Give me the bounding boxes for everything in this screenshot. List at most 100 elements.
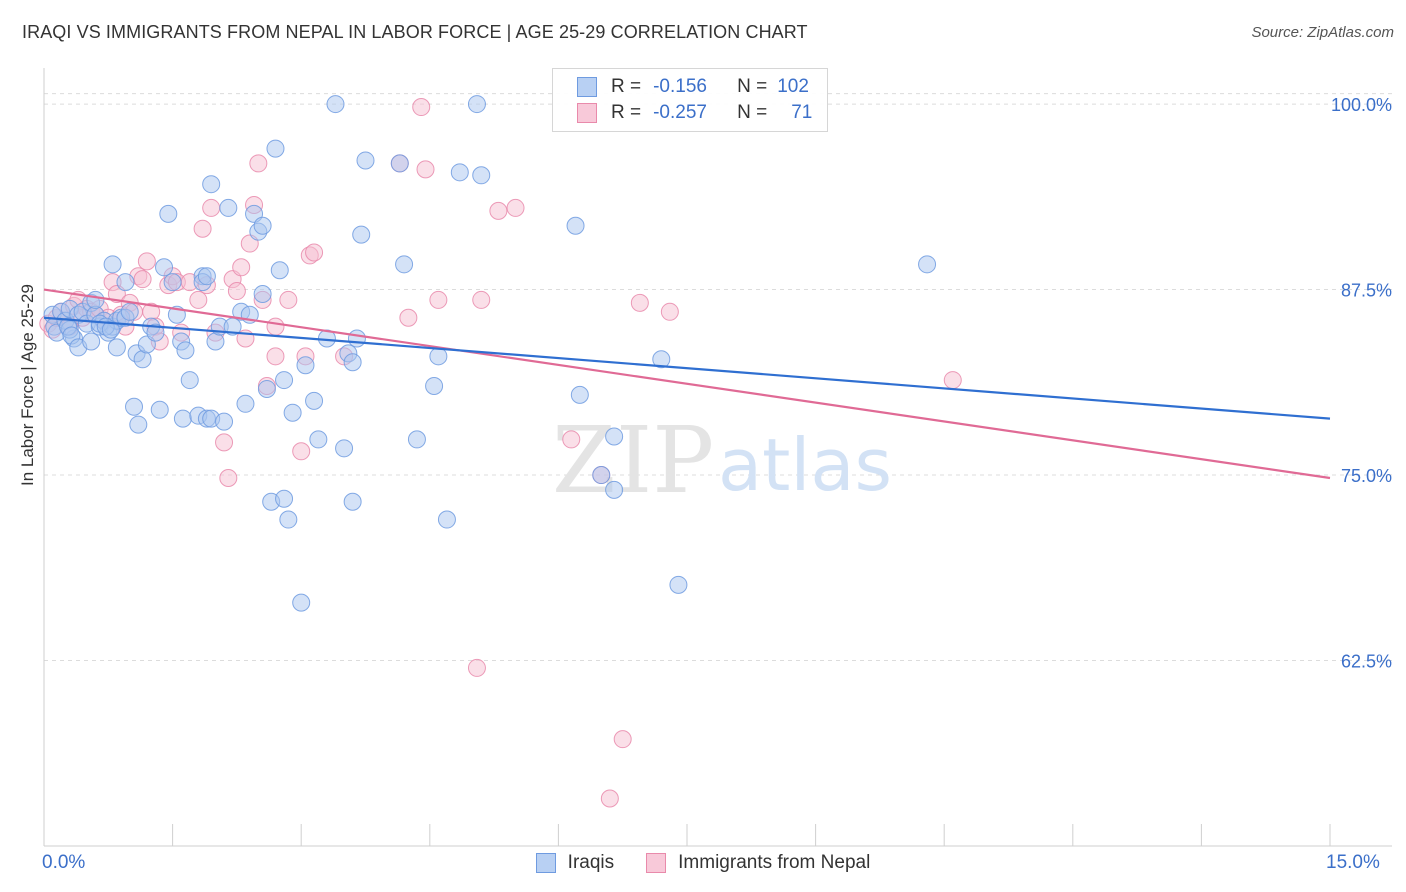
nepal-point: [137, 252, 156, 271]
trend-lines: [43, 288, 1331, 480]
iraqis-point: [82, 332, 101, 351]
iraqis-point: [270, 261, 289, 280]
iraqis-point: [283, 403, 302, 422]
legend-n-label: N =: [737, 76, 768, 97]
nepal-point: [249, 154, 268, 173]
iraqis-point: [103, 255, 122, 274]
iraqis-point: [395, 255, 414, 274]
legend-row-nepal: R = -0.257 N = 71: [577, 101, 812, 125]
nepal-point: [399, 308, 418, 327]
nepal-point: [232, 258, 251, 277]
iraqis-point: [309, 430, 328, 449]
iraqis-point: [669, 575, 688, 594]
nepal-point: [193, 219, 212, 238]
iraqis-point: [605, 480, 624, 499]
nepal-point: [416, 160, 435, 179]
iraqis-point: [176, 341, 195, 360]
grid-lines: [44, 93, 1392, 662]
chart-title: IRAQI VS IMMIGRANTS FROM NEPAL IN LABOR …: [22, 22, 808, 42]
nepal-point: [266, 317, 285, 336]
iraqis-point: [253, 216, 272, 235]
nepal-point: [467, 658, 486, 677]
iraqis-point: [326, 95, 345, 114]
nepal-point: [227, 282, 246, 301]
legend-r-value: -0.156: [653, 76, 707, 97]
iraqis-point: [605, 427, 624, 446]
iraqis-point: [450, 163, 469, 182]
nepal-point: [292, 442, 311, 461]
iraqis-point: [101, 320, 120, 339]
iraqis-point: [472, 166, 491, 185]
trend-line-nepal: [43, 288, 1331, 480]
legend-swatch-iraqis: [577, 77, 597, 97]
axes: [43, 68, 1392, 847]
iraqis-point: [219, 198, 238, 217]
nepal-point: [412, 98, 431, 117]
legend-item-iraqis: Iraqis: [535, 852, 615, 874]
nepal-point: [202, 198, 221, 217]
iraqis-point: [275, 489, 294, 508]
iraqis-point: [566, 216, 585, 235]
iraqis-point: [918, 255, 937, 274]
iraqis-point: [202, 175, 221, 194]
nepal-point: [266, 347, 285, 366]
iraqis-point: [467, 95, 486, 114]
legend-label-nepal: Immigrants from Nepal: [678, 852, 871, 873]
nepal-point: [613, 730, 632, 749]
nepal-point: [133, 270, 152, 289]
y-tick-label: 87.5%: [1341, 281, 1392, 301]
legend-item-nepal: Immigrants from Nepal: [646, 852, 870, 874]
iraqis-point: [425, 377, 444, 395]
watermark: ZIP atlas: [552, 407, 892, 514]
iraqis-point: [257, 379, 276, 398]
legend-correlation: R = -0.156 N = 102 R = -0.257 N = 71: [552, 68, 828, 132]
nepal-point: [429, 290, 448, 309]
legend-swatch-iraqis: [535, 853, 556, 873]
iraqis-point: [652, 350, 671, 369]
legend-n-label: N =: [737, 102, 768, 123]
iraqis-point: [236, 394, 255, 413]
iraqis-point: [133, 350, 152, 369]
iraqis-point: [343, 492, 362, 511]
nepal-point: [562, 430, 581, 449]
legend-n-value: 102: [777, 76, 809, 97]
iraqis-point: [335, 439, 354, 458]
y-tick-labels: 62.5% 75.0% 87.5% 100.0%: [1331, 95, 1392, 671]
iraqis-point: [305, 391, 324, 410]
legend-r-label: R =: [611, 76, 642, 97]
trend-line-iraqis: [43, 316, 1331, 420]
x-tick-label-min: 0.0%: [42, 852, 86, 873]
iraqis-point: [159, 204, 178, 223]
iraqis-point: [275, 371, 294, 390]
nepal-point: [215, 433, 234, 452]
nepal-point: [279, 290, 298, 309]
iraqis-point: [215, 412, 234, 431]
iraqis-point: [347, 329, 366, 348]
nepal-point: [305, 243, 324, 262]
iraqis-point: [173, 409, 192, 428]
iraqis-point: [343, 353, 362, 372]
iraqis-point: [107, 338, 126, 357]
iraqis-point: [163, 273, 182, 292]
watermark-zip: ZIP: [552, 407, 714, 514]
y-tick-label: 100.0%: [1331, 95, 1392, 115]
iraqis-point: [180, 371, 199, 390]
iraqis-point: [279, 510, 298, 529]
iraqis-point: [253, 285, 272, 303]
nepal-point: [600, 789, 619, 808]
legend-swatch-nepal: [577, 103, 597, 123]
iraqis-point: [120, 302, 139, 321]
iraqis-point: [296, 356, 315, 375]
iraqis-point: [125, 397, 144, 416]
iraqis-point: [292, 593, 311, 612]
legend-label-iraqis: Iraqis: [567, 852, 615, 873]
legend-row-iraqis: R = -0.156 N = 102: [577, 75, 809, 99]
y-tick-label: 62.5%: [1341, 652, 1392, 672]
iraqis-point: [390, 154, 409, 173]
legend-series: Iraqis Immigrants from Nepal: [0, 852, 1406, 874]
iraqis-point: [116, 273, 135, 292]
iraqis-point: [352, 225, 371, 244]
iraqis-point: [407, 430, 426, 449]
iraqis-point: [266, 139, 285, 158]
